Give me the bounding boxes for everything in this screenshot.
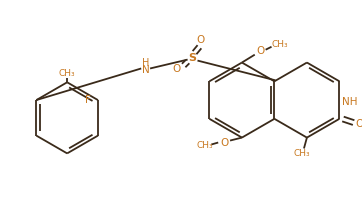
Text: O: O bbox=[196, 35, 205, 45]
Text: O: O bbox=[220, 138, 228, 147]
Text: O: O bbox=[355, 119, 362, 129]
Text: S: S bbox=[189, 53, 197, 63]
Text: CH₃: CH₃ bbox=[59, 69, 75, 78]
Text: NH: NH bbox=[341, 97, 357, 107]
Text: CH₃: CH₃ bbox=[294, 149, 310, 158]
Text: CH₃: CH₃ bbox=[271, 40, 288, 49]
Text: O: O bbox=[173, 64, 181, 74]
Text: O: O bbox=[257, 46, 265, 56]
Text: F: F bbox=[85, 95, 91, 105]
Text: H: H bbox=[143, 58, 150, 68]
Text: CH₃: CH₃ bbox=[196, 141, 213, 150]
Text: N: N bbox=[142, 65, 150, 76]
